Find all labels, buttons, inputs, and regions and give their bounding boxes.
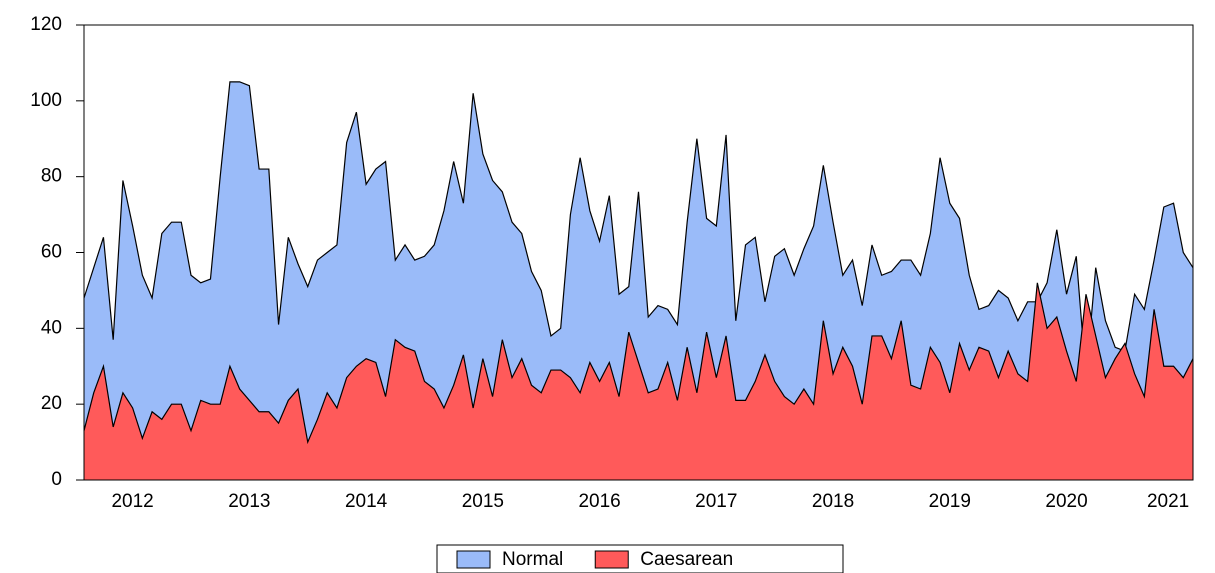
legend-swatch (456, 550, 491, 569)
legend-swatch (594, 550, 629, 569)
x-tick-label: 2016 (578, 491, 620, 512)
x-tick-label: 2020 (1045, 491, 1087, 512)
y-tick-label: 0 (51, 469, 62, 490)
legend-label: Caesarean (640, 549, 733, 570)
area-line (83, 282, 1194, 445)
y-tick-label: 40 (41, 317, 62, 338)
y-tick-label: 60 (41, 242, 62, 263)
x-tick-label: 2015 (462, 491, 504, 512)
x-tick-label: 2012 (111, 491, 153, 512)
legend-box (436, 544, 844, 573)
y-tick-label: 120 (30, 14, 62, 35)
x-tick-label: 2018 (812, 491, 854, 512)
y-tick-label: 100 (30, 90, 62, 111)
x-tick-label: 2014 (345, 491, 388, 512)
y-tick-label: 80 (41, 166, 62, 187)
x-tick-label: 2021 (1147, 491, 1189, 512)
area-line (83, 81, 1194, 378)
x-tick-label: 2019 (929, 491, 971, 512)
legend-label: Normal (502, 549, 563, 570)
x-tick-label: 2017 (695, 491, 737, 512)
y-tick-label: 20 (41, 393, 62, 414)
area-fill (84, 282, 1193, 480)
x-tick-label: 2013 (228, 491, 270, 512)
